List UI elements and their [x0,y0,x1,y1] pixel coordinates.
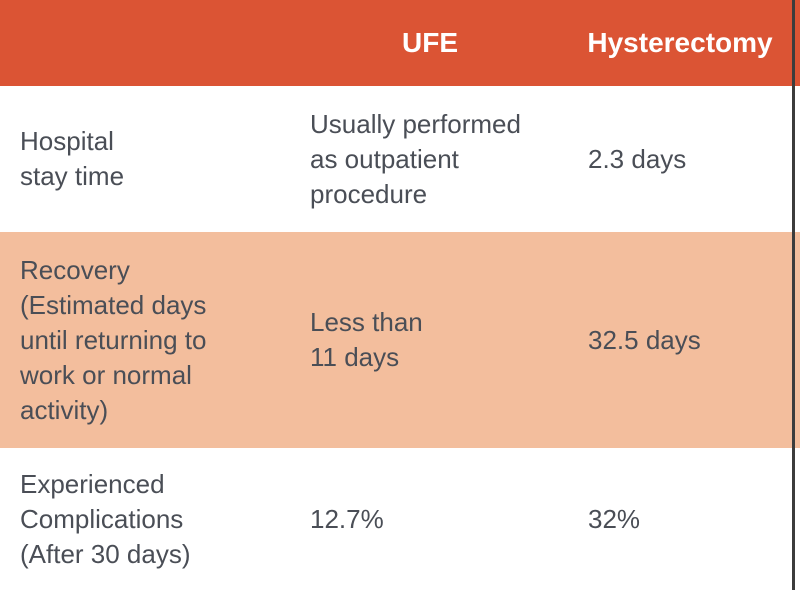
table-row-complications: Experienced Complications (After 30 days… [0,448,800,590]
header-cell-hysterectomy: Hysterectomy [587,27,773,58]
table-row-hospital-stay: Hospital stay time Usually performed as … [0,86,800,232]
ufe-value-recovery: Less than 11 days [310,307,423,372]
ufe-value-hospital-stay: Usually performed as outpatient procedur… [310,108,521,209]
hysterectomy-value-hospital-stay: 2.3 days [588,143,687,174]
row-label-complications: Experienced Complications (After 30 days… [20,468,191,569]
right-edge-line [792,0,795,590]
header-cell-empty [0,0,300,86]
table-row-recovery: Recovery (Estimated days until returning… [0,232,800,448]
table-header-row: UFE Hysterectomy [0,0,800,86]
header-cell-ufe: UFE [402,27,458,58]
row-label-recovery: Recovery (Estimated days until returning… [20,254,207,425]
hysterectomy-value-recovery: 32.5 days [588,324,701,355]
hysterectomy-value-complications: 32% [588,503,641,534]
row-label-hospital-stay: Hospital stay time [20,126,125,191]
ufe-value-complications: 12.7% [310,503,384,534]
